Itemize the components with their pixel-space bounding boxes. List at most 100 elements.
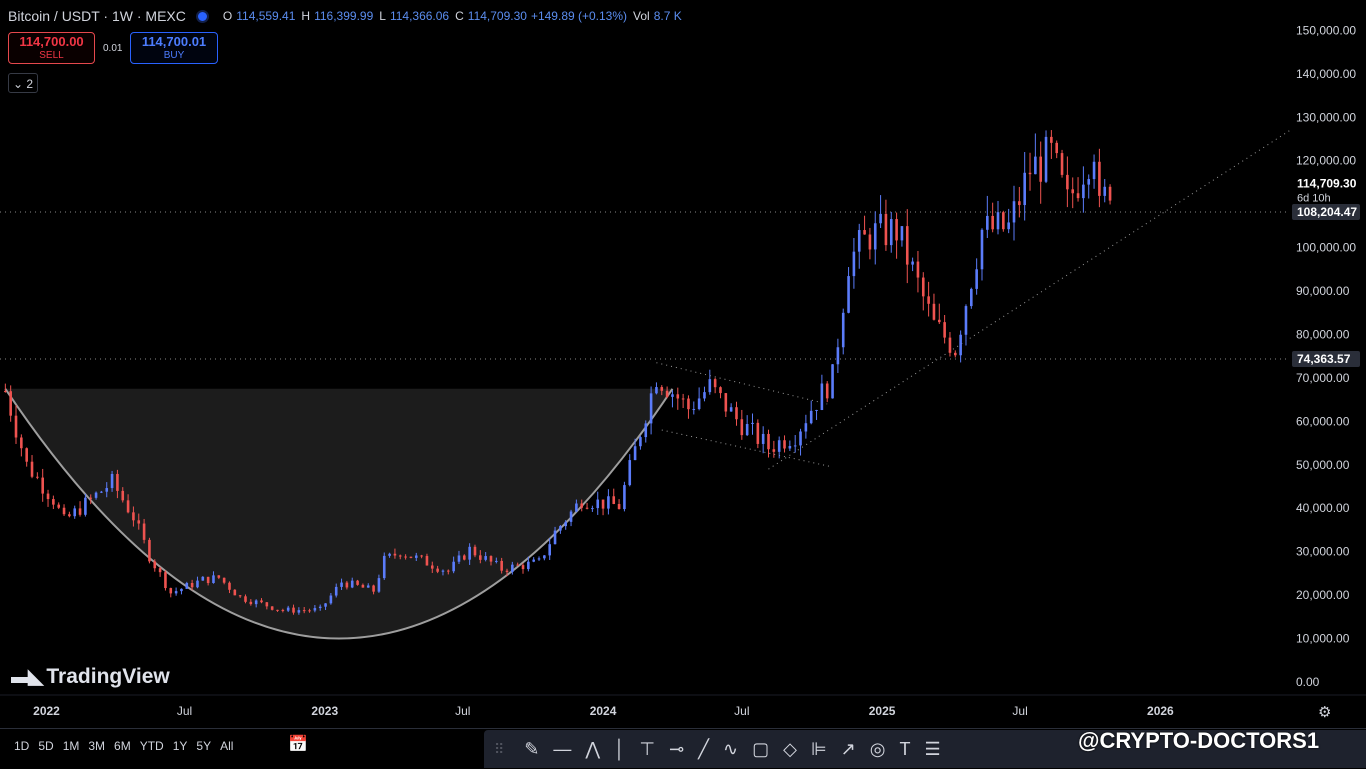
candle-body [633, 446, 637, 461]
candle-body [244, 596, 247, 602]
time-axis-label: Jul [455, 704, 470, 718]
vertical-line-tool-icon[interactable]: │ [614, 738, 626, 759]
candle-body [740, 419, 744, 436]
range-1m[interactable]: 1M [62, 739, 80, 753]
brush-tool-icon[interactable]: ✎ [524, 738, 540, 759]
candle-body [89, 497, 93, 499]
ray-tool-icon[interactable]: ⊸ [669, 738, 685, 759]
candle [729, 403, 733, 412]
indicators-collapse-button[interactable]: ⌄ 2 [8, 73, 38, 93]
candle-body [206, 576, 210, 584]
candle [527, 556, 530, 572]
candle [249, 599, 253, 606]
candle-body [841, 312, 845, 348]
candle-body [889, 219, 893, 246]
candle [756, 419, 760, 449]
candle-body [735, 407, 738, 420]
candle-body [30, 461, 34, 477]
candle-body [911, 261, 914, 265]
candle-body [84, 497, 87, 515]
candle-body [777, 440, 781, 452]
symbol-title[interactable]: Bitcoin / USDT · 1W · MEXC [8, 8, 186, 24]
candle [831, 364, 834, 399]
candle [559, 525, 562, 534]
candle [265, 601, 269, 610]
candle-body [489, 556, 493, 562]
rectangle-tool-icon[interactable]: ▢ [752, 738, 770, 759]
range-1d[interactable]: 1D [14, 739, 30, 753]
candle-body [980, 229, 984, 270]
list-tool-icon[interactable]: ☰ [924, 738, 941, 759]
candle [1039, 141, 1042, 204]
price-chart[interactable]: 0.00 10,000.00 20,000.00 30,000.00 40,000.00… [0, 0, 1366, 728]
pattern-tool-icon[interactable]: ⋀ [585, 738, 601, 759]
candle-body [36, 476, 39, 478]
candle [884, 199, 888, 251]
sell-button[interactable]: 114,700.00 SELL [8, 32, 95, 64]
candle [297, 607, 301, 615]
circle-tool-icon[interactable]: ◎ [869, 738, 886, 759]
candle [345, 580, 349, 590]
candle [377, 574, 381, 593]
candle [1108, 184, 1112, 205]
candle [735, 401, 738, 426]
candle-body [964, 306, 968, 335]
candle [185, 581, 189, 589]
trend-line-tool-icon[interactable]: ╱ [698, 738, 709, 759]
range-5d[interactable]: 5D [38, 739, 54, 753]
candle-body [233, 589, 237, 596]
settings-gear-icon[interactable]: ⚙ [1318, 704, 1332, 721]
candle-body [1071, 189, 1075, 194]
polygon-tool-icon[interactable]: ◇ [783, 738, 797, 759]
candle [617, 499, 621, 510]
range-3m[interactable]: 3M [88, 739, 106, 753]
candle-body [527, 561, 530, 570]
candle-body [660, 387, 664, 391]
candle [591, 505, 594, 512]
candle-body [649, 393, 653, 424]
candle-body [655, 387, 658, 394]
range-1y[interactable]: 1Y [172, 739, 188, 753]
candle [681, 393, 685, 408]
text-tool-icon[interactable]: T [899, 738, 911, 759]
candle-body [324, 603, 327, 607]
candle [20, 434, 23, 457]
candle-body [340, 582, 343, 587]
range-ytd[interactable]: YTD [139, 739, 164, 753]
candle [569, 509, 573, 527]
range-5y[interactable]: 5Y [196, 739, 212, 753]
candle [863, 215, 866, 235]
candle [430, 561, 434, 573]
candle [409, 556, 413, 559]
fib-tool-icon[interactable]: ⊫ [810, 738, 827, 759]
candle-body [564, 521, 568, 527]
buy-button[interactable]: 114,700.01 BUY [130, 32, 218, 64]
candle [94, 491, 98, 500]
candle-body [238, 595, 242, 597]
candle [233, 589, 237, 596]
candle [505, 568, 509, 577]
arrow-tool-icon[interactable]: ↗ [840, 738, 856, 759]
candle-body [852, 251, 856, 277]
candle-body [1082, 184, 1085, 199]
candle [841, 308, 845, 355]
measure-tool-icon[interactable]: ⊤ [639, 738, 656, 759]
close-value: 114,709.30 [467, 9, 527, 23]
candle-body [937, 319, 941, 323]
candle [585, 502, 589, 510]
range-6m[interactable]: 6M [114, 739, 131, 753]
path-tool-icon[interactable]: ∿ [723, 738, 739, 759]
candle-body [879, 213, 882, 224]
candle-body [1050, 136, 1053, 143]
candle [142, 518, 146, 544]
go-to-date-calendar-icon[interactable]: 📅 [288, 736, 308, 753]
drag-handle-icon[interactable]: ⠿ [494, 740, 505, 757]
candle-body [9, 391, 12, 416]
candle-body [836, 347, 840, 365]
horizontal-line-tool-icon[interactable]: — [553, 738, 572, 759]
range-all[interactable]: All [220, 739, 234, 753]
candle-body [350, 580, 354, 588]
candle-body [970, 288, 973, 307]
candle [1087, 174, 1091, 199]
candle [564, 520, 568, 530]
